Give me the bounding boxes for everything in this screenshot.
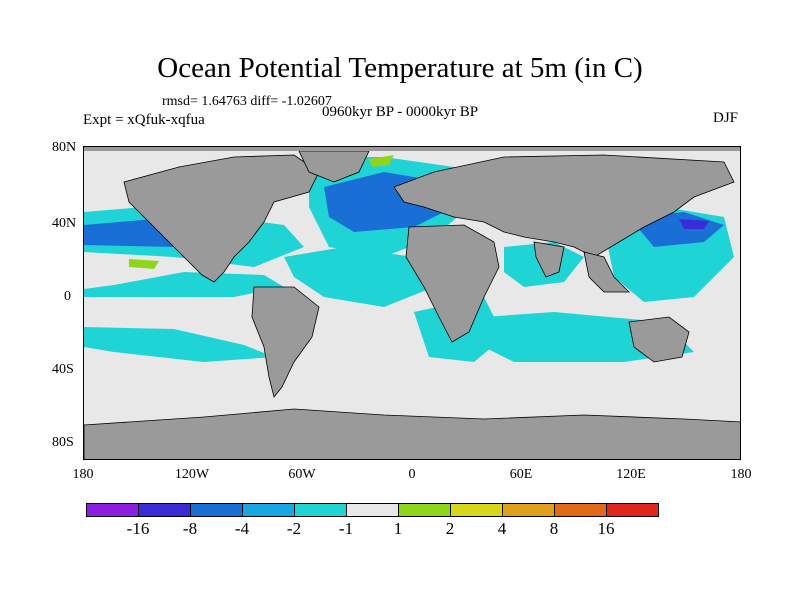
lon-label: 60W (288, 467, 316, 482)
period-label: 0960kyr BP - 0000kyr BP (322, 104, 479, 120)
colorbar-swatch (243, 504, 295, 516)
colorbar-swatch (399, 504, 451, 516)
colorbar-label: -16 (126, 519, 150, 538)
colorbar-label: 4 (497, 519, 507, 538)
lat-label: 80S (52, 435, 74, 450)
lon-label: 60E (509, 467, 533, 482)
colorbar-label: 8 (549, 519, 559, 538)
lon-label: 180 (72, 467, 94, 482)
colorbar-swatch (607, 504, 658, 516)
colorbar-label: -4 (234, 519, 250, 538)
colorbar-label: 2 (445, 519, 455, 538)
colorbar-swatch (87, 504, 139, 516)
india (533, 241, 565, 278)
colorbar-swatch (191, 504, 243, 516)
anomaly-patch (369, 155, 394, 167)
antarctica (84, 408, 740, 459)
colorbar-label: 16 (597, 519, 615, 538)
lat-label: 0 (64, 289, 71, 304)
south-america (251, 286, 320, 398)
europe-asia (393, 154, 735, 258)
colorbar-swatch (347, 504, 399, 516)
anomaly-patch (84, 272, 284, 297)
rmsd-diff-stats: rmsd= 1.64763 diff= -1.02607 (162, 94, 332, 109)
australia (628, 316, 690, 363)
colorbar-label: -1 (338, 519, 354, 538)
anomaly-patch (284, 247, 434, 307)
lat-label: 40S (52, 362, 74, 377)
land-layer (84, 150, 740, 459)
lon-label: 180 (730, 467, 752, 482)
colorbar-swatch (451, 504, 503, 516)
lat-label: 40N (52, 216, 77, 231)
colorbar-swatch (503, 504, 555, 516)
southeast-asia (583, 251, 630, 293)
colorbar-label: -2 (286, 519, 302, 538)
anomaly-patch (84, 327, 274, 362)
map-svg (84, 147, 740, 459)
season-label: DJF (713, 110, 739, 126)
lon-label: 0 (408, 467, 416, 482)
anomaly-patch (129, 259, 159, 269)
experiment-label: Expt = xQfuk-xqfua (83, 112, 205, 128)
arctic-mask (84, 147, 740, 151)
colorbar-swatch (555, 504, 607, 516)
africa (405, 224, 500, 343)
ocean-temperature-map (83, 146, 741, 460)
colorbar-swatch (139, 504, 191, 516)
colorbar-label: -8 (182, 519, 198, 538)
north-america (123, 154, 320, 283)
lat-label: 80N (52, 140, 77, 155)
colorbar-swatch (295, 504, 347, 516)
map-title: Ocean Potential Temperature at 5m (in C) (157, 52, 643, 84)
anomaly-patch (679, 219, 709, 229)
colorbar (86, 503, 659, 517)
lon-label: 120W (174, 467, 210, 482)
colorbar-label: 1 (393, 519, 403, 538)
lon-label: 120E (616, 467, 646, 482)
